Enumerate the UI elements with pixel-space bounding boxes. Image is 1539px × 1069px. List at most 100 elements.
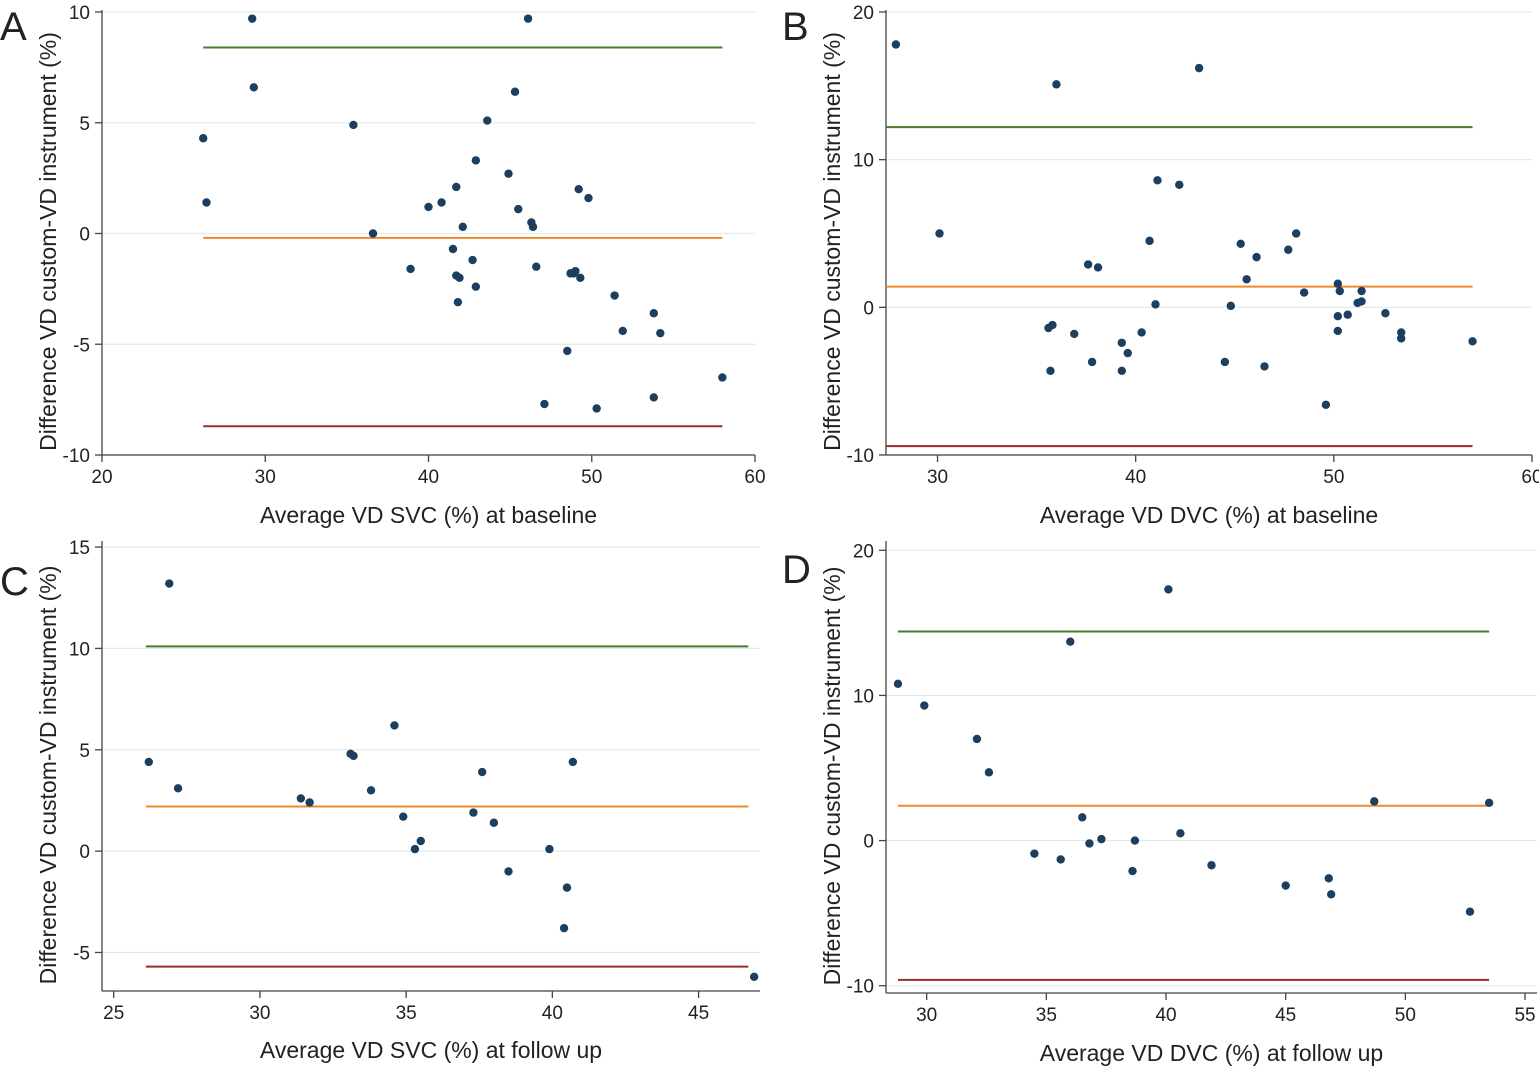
data-point: [656, 328, 665, 338]
data-point: [1324, 874, 1333, 883]
y-tick-label: 5: [79, 114, 90, 135]
data-point: [1397, 334, 1406, 343]
data-point: [1093, 263, 1103, 272]
data-point: [576, 273, 585, 282]
data-point: [1123, 348, 1132, 358]
data-point: [510, 87, 520, 96]
y-axis-title: Difference VD custom-VD instrument (%): [35, 32, 61, 451]
y-tick-label: -10: [847, 977, 874, 998]
data-point: [1164, 585, 1173, 594]
x-tick-label: 40: [1125, 467, 1146, 488]
data-point: [1299, 288, 1309, 297]
y-tick-label: 5: [79, 741, 90, 762]
data-point: [1370, 797, 1379, 806]
x-tick-label: 30: [255, 467, 276, 488]
data-point: [1357, 297, 1366, 306]
panel-a: -10 -5 0 5 10 20 30 40 50 60 Average VD SVC (%) at…: [0, 3, 766, 528]
x-tick-label: 50: [1323, 467, 1344, 488]
data-point: [448, 244, 458, 254]
data-point: [247, 14, 257, 23]
data-point: [1465, 907, 1475, 916]
x-tick-label: 40: [418, 467, 439, 488]
data-point: [1097, 834, 1106, 844]
data-point: [390, 721, 399, 730]
data-point: [984, 768, 994, 777]
data-point: [1083, 260, 1093, 269]
data-point: [477, 767, 487, 777]
data-point: [1333, 326, 1343, 336]
x-tick-label: 30: [916, 1005, 937, 1026]
data-point: [574, 185, 583, 194]
y-tick-label: -10: [847, 446, 874, 467]
data-point: [471, 156, 481, 165]
x-tick-label: 50: [581, 467, 602, 488]
data-point: [1137, 328, 1146, 337]
data-point: [296, 794, 306, 803]
data-point: [532, 262, 541, 271]
x-tick-label: 35: [1036, 1005, 1057, 1026]
data-point: [424, 202, 433, 212]
panel-letter: D: [782, 548, 811, 592]
data-point: [1085, 839, 1094, 848]
data-point: [584, 193, 593, 203]
x-axis-title: Average VD DVC (%) at follow up: [1040, 1040, 1383, 1066]
data-point: [1194, 63, 1204, 73]
data-point: [1236, 239, 1245, 249]
data-point: [1252, 252, 1261, 262]
data-point: [1078, 813, 1087, 822]
data-point: [1070, 329, 1079, 339]
y-tick-label: 10: [69, 639, 90, 660]
data-point: [1333, 311, 1343, 321]
data-point: [1468, 337, 1477, 346]
x-axis-title: Average VD DVC (%) at baseline: [1040, 502, 1378, 528]
data-point: [1291, 229, 1301, 238]
data-point: [592, 404, 601, 413]
data-point: [618, 326, 627, 336]
data-point: [437, 198, 446, 207]
data-point: [349, 751, 358, 761]
x-tick-label: 30: [249, 1003, 270, 1024]
x-tick-label: 55: [1514, 1005, 1535, 1026]
data-point: [1153, 176, 1162, 185]
data-point: [1151, 300, 1160, 309]
x-axis-title: Average VD SVC (%) at baseline: [260, 502, 597, 528]
y-tick-label: -5: [73, 335, 90, 356]
data-point: [1175, 180, 1184, 189]
y-axis-title: Difference VD custom-VD instrument (%): [819, 567, 845, 986]
data-point: [972, 734, 982, 744]
data-point: [1335, 286, 1344, 296]
data-point: [1117, 338, 1127, 347]
data-point: [406, 264, 415, 274]
data-point: [545, 844, 554, 854]
y-tick-label: 10: [69, 3, 90, 24]
y-tick-label: 20: [853, 3, 874, 24]
y-tick-label: -5: [73, 943, 90, 964]
data-point: [649, 393, 658, 402]
data-point: [173, 784, 183, 793]
data-point: [610, 291, 619, 300]
data-point: [1321, 400, 1331, 409]
panel-letter: A: [0, 5, 27, 49]
x-tick-label: 50: [1395, 1005, 1416, 1026]
data-point: [563, 346, 572, 356]
data-point: [559, 923, 569, 933]
data-point: [504, 867, 513, 876]
y-tick-label: 0: [79, 225, 90, 246]
data-point: [1242, 275, 1251, 284]
data-point: [649, 309, 658, 318]
data-point: [1357, 286, 1366, 296]
data-point: [471, 282, 481, 291]
x-tick-label: 60: [1521, 467, 1539, 488]
data-point: [1220, 357, 1230, 367]
data-point: [514, 204, 523, 214]
data-point: [489, 818, 499, 827]
data-point: [1130, 836, 1140, 845]
data-point: [571, 266, 580, 276]
data-point: [202, 198, 211, 207]
data-point: [483, 116, 492, 125]
data-point: [199, 134, 208, 143]
y-tick-label: 0: [863, 298, 874, 319]
data-point: [1281, 881, 1290, 890]
data-point: [1087, 357, 1097, 367]
